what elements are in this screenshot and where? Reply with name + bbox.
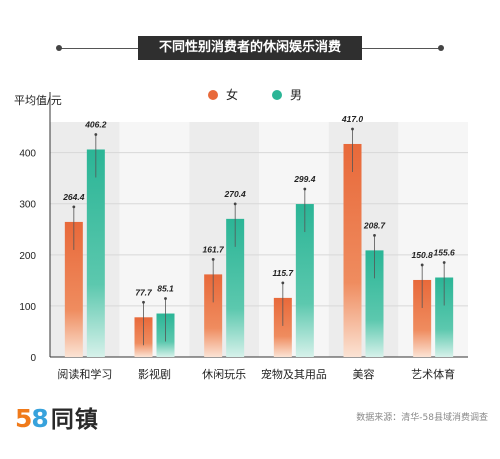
bar-female — [413, 279, 432, 357]
legend-item-female: 女 — [208, 86, 238, 103]
category-band — [189, 122, 259, 357]
bar-female — [343, 143, 362, 357]
data-label: 264.4 — [62, 192, 85, 202]
category-band — [50, 122, 120, 357]
brand-logo: 5 8 同镇 — [15, 400, 99, 434]
legend-swatch-female — [208, 89, 218, 100]
data-label: 299.4 — [293, 174, 316, 184]
y-tick-label: 200 — [19, 251, 36, 262]
title-dot-left — [56, 45, 62, 51]
data-label: 85.1 — [157, 284, 174, 294]
legend-label-male: 男 — [290, 88, 303, 102]
error-dot — [373, 233, 376, 237]
bar-male — [365, 250, 384, 357]
error-dot — [211, 257, 215, 261]
error-dot — [420, 263, 424, 267]
bar-male — [86, 149, 105, 357]
error-dot — [351, 127, 354, 131]
x-tick-label: 宠物及其用品 — [261, 367, 327, 381]
data-label: 270.4 — [224, 189, 247, 199]
title-dot-right — [438, 45, 444, 51]
error-dot — [303, 187, 307, 191]
brand-logo-8: 8 — [31, 404, 49, 433]
error-dot — [233, 202, 237, 206]
x-tick-label: 影视剧 — [138, 367, 171, 381]
bar-female — [204, 274, 223, 357]
bar-female — [64, 221, 83, 357]
data-label: 115.7 — [273, 268, 295, 278]
x-tick-label: 休闲玩乐 — [202, 367, 246, 381]
data-label: 155.6 — [434, 248, 456, 258]
data-label: 208.7 — [363, 220, 387, 230]
category-band — [398, 122, 468, 357]
data-label: 77.7 — [135, 287, 153, 297]
data-label: 417.0 — [341, 114, 364, 124]
brand-logo-5: 5 — [15, 404, 33, 433]
category-band — [119, 122, 190, 357]
data-label: 406.2 — [84, 119, 107, 129]
bar-male — [226, 218, 245, 357]
error-dot — [281, 281, 285, 285]
error-dot — [72, 205, 76, 209]
legend-label-female: 女 — [226, 88, 239, 102]
legend-item-male: 男 — [272, 86, 302, 103]
x-tick-label: 阅读和学习 — [57, 367, 112, 381]
error-dot — [164, 297, 167, 300]
data-label: 150.8 — [412, 250, 434, 260]
title-line-right — [362, 48, 440, 49]
x-tick-label: 艺术体育 — [411, 367, 455, 381]
bar-male — [295, 204, 314, 357]
error-dot — [142, 300, 145, 304]
chart-title: 不同性别消费者的休闲娱乐消费 — [138, 36, 362, 60]
data-label: 161.7 — [203, 244, 226, 254]
legend-swatch-male — [272, 89, 282, 100]
category-band — [328, 122, 399, 357]
y-tick-label: 400 — [19, 149, 36, 160]
y-tick-label: 0 — [30, 353, 36, 364]
category-band — [259, 122, 329, 357]
brand-logo-name: 同镇 — [50, 407, 99, 433]
bar-male — [435, 277, 454, 357]
bar-female — [273, 297, 292, 357]
title-line-left — [60, 48, 138, 49]
x-tick-label: 美容 — [353, 367, 375, 381]
y-tick-label: 100 — [19, 302, 36, 313]
error-dot — [94, 133, 98, 136]
y-tick-label: 300 — [19, 200, 36, 211]
error-dot — [442, 261, 446, 264]
data-source: 数据来源：清华-58县域消费调查 — [356, 413, 488, 423]
